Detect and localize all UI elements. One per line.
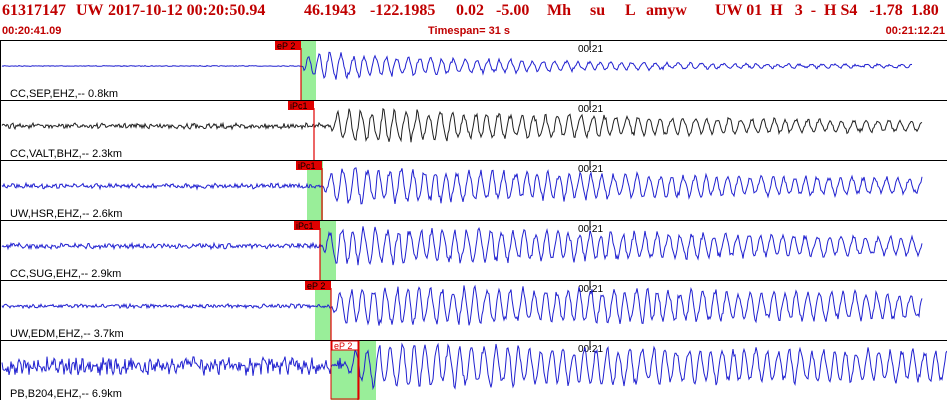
pick-label-box[interactable] [275,41,301,50]
event-datetime: 2017-10-12 00:20:50.94 [108,2,266,19]
trace-panel[interactable]: 00:21 eP 2 PB,B204,EHZ,-- 6.9km [0,340,947,400]
pick-label-box[interactable] [331,340,359,351]
minute-tick-label: 00:21 [578,44,603,55]
seismogram-panel[interactable]: 00:21 eP 2 CC,SEP,EHZ,-- 0.8km 00:21 iPc1 CC,… [0,40,947,400]
station-label: CC,VALT,BHZ,-- 2.3km [10,148,122,160]
waveform [1,51,913,80]
event-depth: -5.00 [496,2,530,19]
trace-panel[interactable]: 00:21 eP 2 UW,EDM,EHZ,-- 3.7km [0,280,947,341]
trace-panel[interactable]: 00:21 iPc1 CC,VALT,BHZ,-- 2.3km [0,100,947,161]
station-label: CC,SUG,EHZ,-- 2.9km [10,268,121,280]
pick-label-box[interactable] [294,221,320,230]
pick-label-box[interactable] [296,161,322,170]
pick-window [315,281,331,340]
trace-panel[interactable]: 00:21 eP 2 CC,SEP,EHZ,-- 0.8km [0,40,947,101]
pick-window [301,41,316,100]
pick-label: eP 2 [307,281,325,291]
waveform [1,226,923,266]
minute-tick-label: 00:21 [578,164,603,175]
minute-tick-label: 00:21 [578,104,603,115]
event-network: UW [76,2,104,19]
trace-panel[interactable]: 00:21 iPc1 CC,SUG,EHZ,-- 2.9km [0,220,947,281]
start-time: 00:20:41.09 [2,25,62,37]
station-label: UW,EDM,EHZ,-- 3.7km [10,328,124,340]
event-flags: su [590,2,606,19]
time-range-bar: 00:20:41.09 Timespan= 31 s 00:21:12.21 [0,24,947,38]
pick-label-box[interactable] [288,101,314,110]
waveform [1,342,947,391]
event-latitude: 46.1943 [304,2,356,19]
station-label: CC,SEP,EHZ,-- 0.8km [10,88,118,100]
event-header: 61317147 UW 2017-10-12 00:20:50.94 46.19… [0,0,947,24]
minute-tick-label: 00:21 [578,284,603,295]
end-time: 00:21:12.21 [885,25,945,37]
event-mag-type: Mh [547,2,571,19]
pick-label: eP 2 [334,341,352,351]
minute-tick-label: 00:21 [578,224,603,235]
pick-label: iPc1 [298,161,316,171]
pick-label: iPc1 [290,101,308,111]
event-analyst: amyw [646,2,687,19]
pick-window [320,221,336,280]
event-id: 61317147 [2,2,66,19]
pick-label: eP 2 [277,41,295,51]
trace-panel[interactable]: 00:21 iPc1 UW,HSR,EHZ,-- 2.6km [0,160,947,221]
pick-label-box[interactable] [305,281,331,290]
pick-label: iPc1 [296,221,314,231]
waveform [1,284,923,326]
minute-tick-label: 00:21 [578,344,603,355]
timespan: Timespan= 31 s [428,25,511,37]
event-longitude: -122.1985 [370,2,436,19]
event-quality: UW 01 H 3 - H S4 -1.78 1.80 [715,2,939,19]
pick-window [331,341,376,400]
waveform [1,107,923,143]
pick-window [307,161,323,220]
station-label: PB,B204,EHZ,-- 6.9km [10,388,122,400]
event-magnitude: 0.02 [456,2,484,19]
station-label: UW,HSR,EHZ,-- 2.6km [10,208,122,220]
waveform [1,167,923,205]
event-type: L [625,2,636,19]
